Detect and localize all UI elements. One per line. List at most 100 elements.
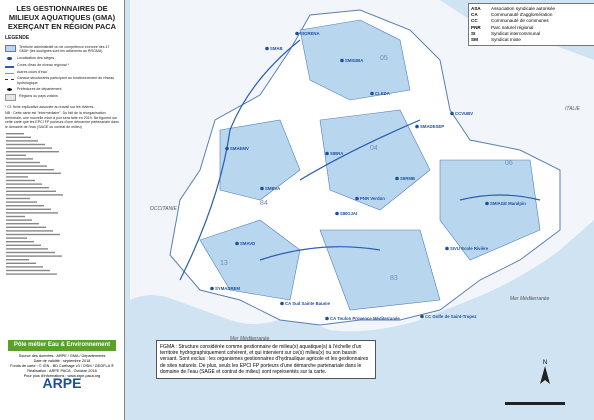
gma-label: SYMADREM <box>215 286 240 291</box>
seat <box>210 286 214 291</box>
list-row <box>6 259 29 261</box>
scale-bar <box>505 402 565 405</box>
note-box: FGMA : Structure considérée comme gestio… <box>156 340 376 380</box>
seat <box>370 91 374 96</box>
list-row <box>6 237 27 239</box>
list-row <box>6 172 61 175</box>
seat <box>395 176 399 181</box>
seat <box>325 151 329 156</box>
list-row <box>6 133 24 135</box>
list-row <box>6 183 42 185</box>
legend-swatch <box>5 45 16 52</box>
list-row <box>6 244 41 247</box>
abbr-code: SM <box>471 37 478 43</box>
list-row <box>6 248 48 250</box>
note: * Cf. fiche explicative associée au trav… <box>5 105 95 110</box>
region-label: ITALIE <box>565 106 581 112</box>
legend-item: Cours d'eau de niveau régional * <box>5 63 119 68</box>
north-arrow: N <box>540 360 550 384</box>
abbr-text: Association syndicale autorisée <box>491 6 556 11</box>
gma-label: CC Golfe de Saint-Tropez <box>425 314 477 319</box>
legend-swatch <box>5 87 14 93</box>
list-row <box>6 219 32 221</box>
list-row <box>6 273 57 275</box>
department-number: 84 <box>260 200 268 207</box>
abbr-row: SM Syndicat mixte <box>471 37 593 43</box>
gma-label: CA Sud Sainte Baume <box>285 301 331 306</box>
seat <box>235 241 239 246</box>
abbr-code: SI <box>471 30 476 36</box>
region-label: Mer Méditerranée <box>230 336 270 342</box>
seat <box>485 201 489 206</box>
abbr-text: Syndicat mixte <box>491 37 521 43</box>
region-label: Mer Méditerranée <box>510 296 550 302</box>
legend-title: LEGENDE <box>5 35 30 41</box>
gma-label: SMAVD <box>240 241 255 246</box>
source-line: Date de validité : septembre 2018 <box>33 359 91 363</box>
abbr-row: ASA Association syndicale autorisée <box>471 6 593 12</box>
legend-label: Localisation des sièges <box>17 55 55 60</box>
list-row <box>6 197 30 200</box>
gma-label: SIVU Ecole Rivière <box>450 246 489 251</box>
source-line: Source des données : ARPE / GMA / Départ… <box>18 354 106 358</box>
list-row <box>6 136 31 139</box>
legend-swatch <box>5 63 14 68</box>
source-line: Fonds de carte : © IGN - BD Carthage v3 … <box>10 364 114 368</box>
seat <box>445 246 449 251</box>
seat <box>415 124 419 129</box>
list-row <box>6 179 35 182</box>
legend-label: Préfectures de département <box>17 87 62 92</box>
list-row <box>6 151 59 153</box>
seat <box>355 196 359 201</box>
department-number: 04 <box>370 145 378 152</box>
abbr-text: Syndicat intercommunal <box>491 30 541 36</box>
seat <box>260 186 264 191</box>
gma-label: SMBVA <box>265 186 280 191</box>
seat <box>295 31 299 36</box>
legend-item: Canaux structurants participant au fonct… <box>5 76 119 85</box>
list-row <box>6 215 25 218</box>
department-number: 13 <box>220 260 228 267</box>
gma-label: PNR Verdon <box>360 196 385 201</box>
legend-item: Localisation des sièges <box>5 55 119 61</box>
list-row <box>6 233 60 236</box>
list-row <box>6 143 45 146</box>
source-line: Réalisation : ARPE PACA - Octobre 2018 <box>27 369 97 373</box>
arpe-logo: ARPE <box>42 375 82 391</box>
gma-label: SIBOJAI <box>340 211 357 216</box>
list-row <box>6 165 47 167</box>
seat <box>450 111 454 116</box>
gma-label: SMADESEP <box>420 124 444 129</box>
list-row <box>6 269 50 272</box>
legend-label: Territoire administratif ou de compétenc… <box>19 45 110 54</box>
svg-text:N: N <box>543 360 547 366</box>
list-row <box>6 161 40 164</box>
abbr-text: Communauté de communes <box>491 18 549 24</box>
list-row <box>6 147 52 149</box>
abbr-row: PNR Parc naturel régional <box>471 25 593 31</box>
department-number: 83 <box>390 275 398 282</box>
list-row <box>6 194 63 196</box>
gma-label: CCVUBV <box>455 111 473 116</box>
seat <box>280 301 284 306</box>
note: NB : Cette carte est "intermédiaire". Du… <box>5 111 119 129</box>
title: LES GESTIONNAIRES DE MILIEUX AQUATIQUES … <box>7 4 117 31</box>
seat <box>340 58 344 63</box>
list-row <box>6 212 58 214</box>
gma-label: SIBRA <box>330 151 343 156</box>
abbr-code: CA <box>471 12 478 18</box>
seat <box>265 46 269 51</box>
source-line: Pour plus d'informations : www.arpe-paca… <box>23 374 101 378</box>
list-row <box>6 230 53 232</box>
seat <box>335 211 339 216</box>
list-row <box>6 158 33 160</box>
footer: Pôle métier Eau & Environnement Source d… <box>0 340 124 391</box>
region-label: OCCITANIE <box>150 206 178 212</box>
list-row <box>6 251 55 254</box>
abbreviations: ASA Association syndicale autorisée CA Comm… <box>468 3 594 47</box>
legend-swatch <box>5 55 14 61</box>
list-row <box>6 241 34 243</box>
legend-label: Régions ou pays voisins <box>19 94 58 99</box>
gma-label: SMIGIBA <box>345 58 363 63</box>
legend-item: Autres cours d'eau <box>5 70 119 74</box>
